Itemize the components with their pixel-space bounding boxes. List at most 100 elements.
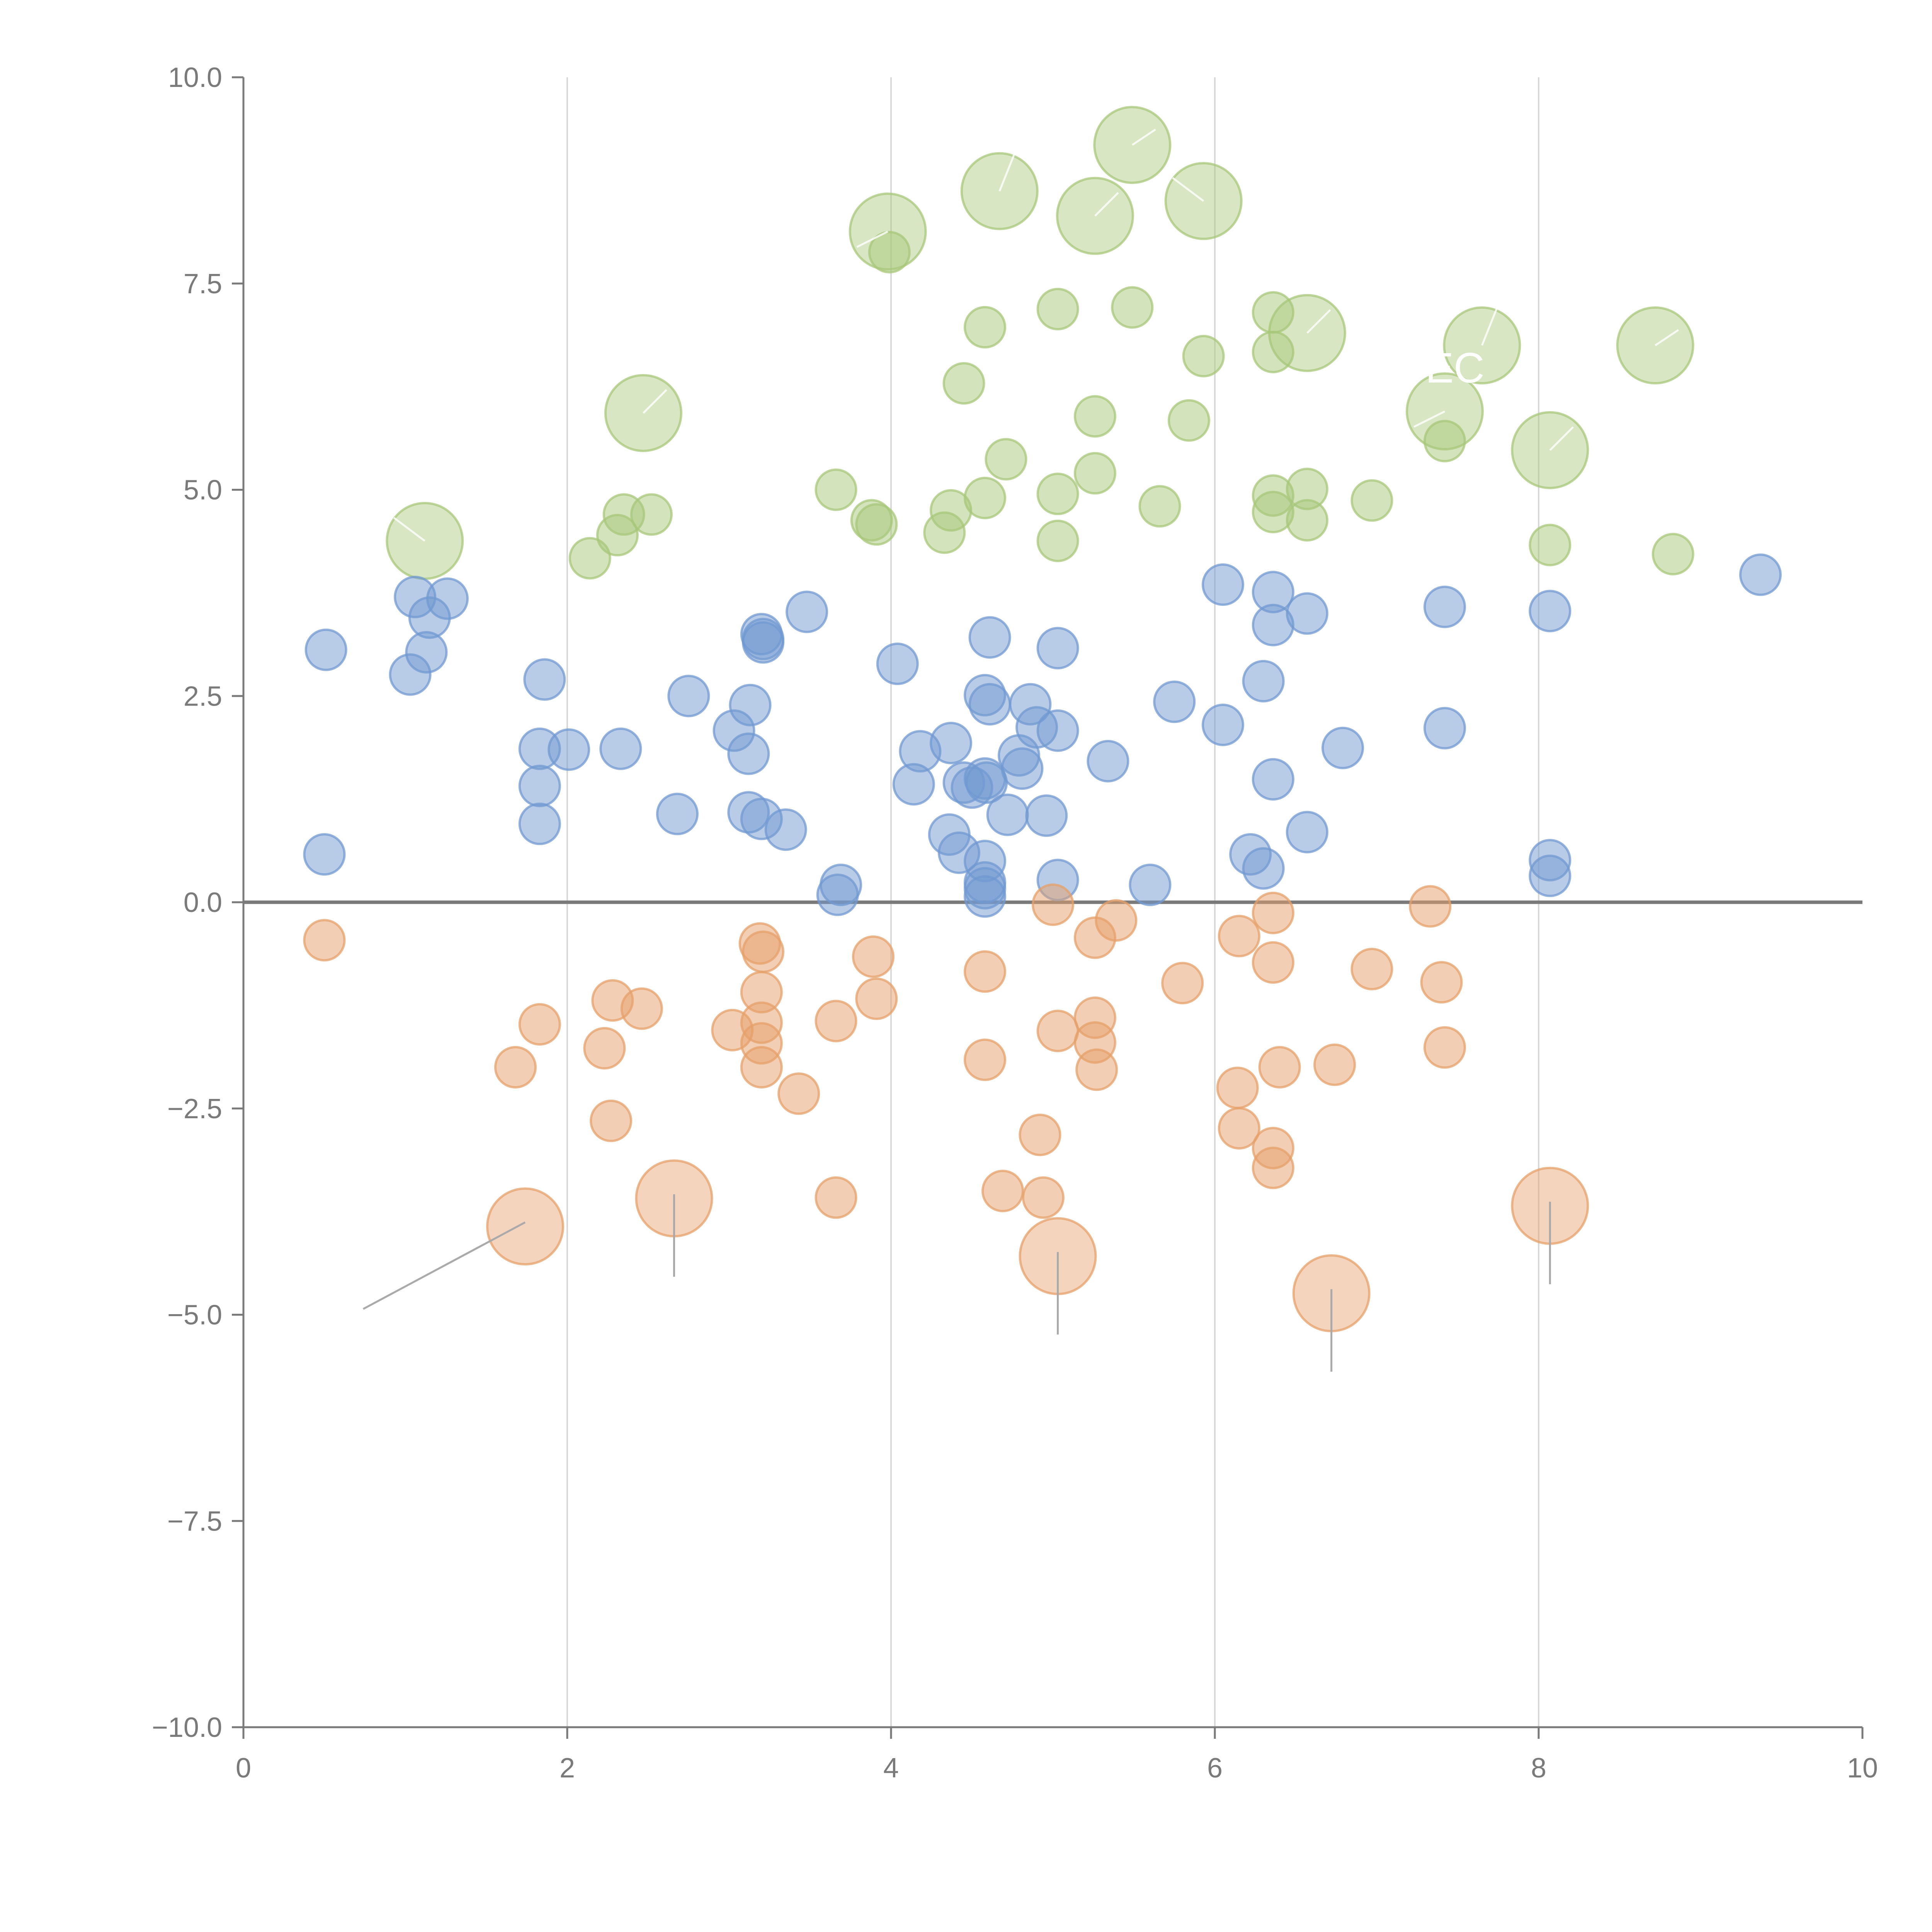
blue-bubble [303,833,346,876]
leader-line [1655,329,1679,346]
green-bubble [1111,286,1154,329]
blue-bubble [518,803,561,845]
blue-bubble [518,764,561,807]
blue-bubble [930,721,973,764]
y-tick-label: −10.0 [152,1712,222,1743]
blue-bubble [876,642,919,685]
orange-bubble [1022,1176,1065,1219]
blue-bubble [764,808,807,851]
green-bubble [1036,287,1079,330]
orange-bubble [1252,891,1294,934]
orange-bubble [1252,941,1294,984]
leader-line [856,231,888,248]
blue-bubble [1321,726,1364,769]
y-tick-label: −7.5 [167,1506,222,1537]
green-bubble [1073,452,1116,495]
leader-line [1413,410,1446,428]
orange-bubble [1423,1026,1466,1069]
y-tick-label: 10.0 [168,62,222,93]
blue-bubble [1529,590,1571,633]
blue-bubble [727,732,770,775]
orange-bubble [518,1003,561,1046]
orange-bubble [583,1027,626,1070]
y-tick-label: 5.0 [184,475,222,506]
orange-bubble [1216,1066,1259,1109]
blue-bubble [820,864,862,906]
y-tick-label: 7.5 [184,269,222,299]
green-bubble [1252,330,1294,373]
orange-bubble [486,1187,565,1266]
orange-bubble [620,987,663,1030]
green-bubble [630,493,673,536]
orange-bubble [852,935,895,978]
leader-line [1306,309,1331,334]
leader-line [998,152,1016,192]
green-bubble [815,468,857,511]
orange-bubble [964,1038,1007,1081]
blue-bubble [667,675,710,718]
leader-line [1549,426,1574,451]
leader-line [1172,177,1204,202]
green-bubble [942,362,985,405]
blue-bubble [1286,592,1328,635]
green-bubble [568,537,611,580]
blue-bubble [304,628,347,671]
leader-line [1094,192,1119,217]
orange-bubble [1258,1046,1301,1088]
orange-bubble [742,930,784,973]
bubble-labels: 'EC [1417,344,1485,392]
green-bubble [1286,499,1328,542]
blue-bubble [729,684,772,726]
orange-bubble [1161,962,1204,1005]
axes: 0 2 4 6 8 10 −10.0 −7.5 −5.0 −2.5 0.0 2.5 5.0 7.5 10.0 [152,62,1878,1784]
green-bubble [1036,519,1079,562]
x-tick-label: 10 [1847,1753,1878,1784]
y-tick-label: 0.0 [184,887,222,918]
x-tick-label: 6 [1207,1753,1223,1784]
blue-bubble [1739,553,1782,596]
blue-bubble [1242,847,1285,890]
green-bubble [1529,524,1571,566]
blue-bubble [1252,758,1294,801]
green-bubble [1350,479,1393,522]
leader-line [1481,306,1498,346]
blue-bubble [968,616,1011,659]
orange-bubble [1036,1010,1079,1053]
orange-bubble [1075,1048,1118,1091]
orange-bubble [590,1099,633,1142]
bubbles [303,106,1782,1332]
blue-bubble [656,793,699,835]
orange-bubble [981,1170,1024,1213]
leader-line [643,389,667,414]
blue-bubble [1529,854,1571,897]
blue-bubble [1036,627,1079,670]
orange-bubble [855,977,898,1020]
green-bubble [855,503,898,546]
orange-bubble [1019,1114,1061,1156]
orange-bubble [815,1000,857,1043]
green-bubble [1423,420,1466,463]
green-bubble [1182,335,1225,378]
blue-bubble [523,658,566,701]
orange-bubble [740,1046,783,1088]
x-tick-label: 2 [560,1753,575,1784]
bubble-label: 'EC [1417,344,1485,392]
blue-bubble [1242,660,1285,702]
blue-bubble [1001,747,1044,790]
blue-bubble [1153,680,1196,723]
orange-bubble [1095,899,1138,942]
leader-lines [362,128,1679,1372]
blue-bubble [742,617,784,660]
blue-bubble [986,793,1029,836]
orange-bubble [964,950,1007,993]
green-bubble [1073,395,1116,438]
blue-bubble [964,875,1007,918]
green-bubble [964,476,1007,519]
orange-bubble [1218,915,1260,957]
green-bubble [964,306,1007,349]
orange-bubble [1350,947,1393,990]
blue-bubble [1036,709,1079,752]
blue-bubble [786,590,828,633]
blue-bubble [1201,563,1244,606]
